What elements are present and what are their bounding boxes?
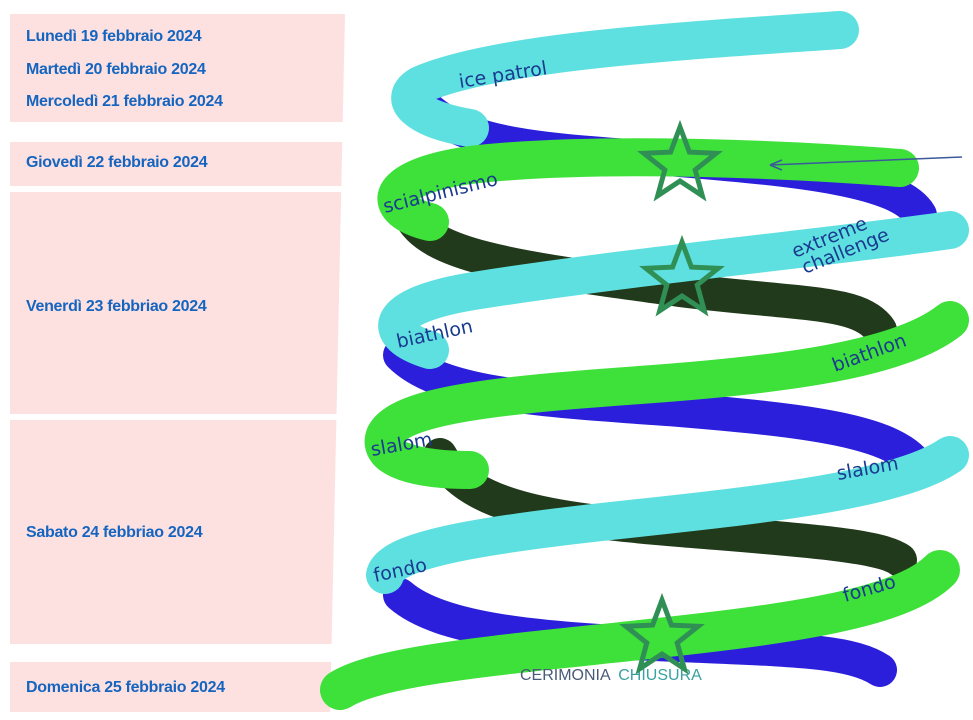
star-icon [639,234,725,317]
arrow-line [769,156,963,166]
arrow-head [769,159,783,171]
day-label-saturday: Sabato 24 febbriao 2024 [26,524,203,541]
day-label-friday: Venerdì 23 febbriao 2024 [26,298,207,315]
ribbon-cyan-ice-patrol [391,11,859,147]
ribbon-green-scialpinismo [377,138,919,241]
day-label-monday: Lunedì 19 febbraio 2024 [26,28,202,45]
ribbon-cyan-slalom [366,436,969,594]
ribbon-back-blue-2 [383,338,937,487]
day-label-sunday: Domenica 25 febbraio 2024 [26,679,225,696]
star-icon [637,119,723,202]
closing-word-chiusura: CHIUSURA [618,667,702,684]
day-label-tuesday: Martedì 20 febbraio 2024 [26,61,206,78]
closing-word-cerimonia: CERIMONIA [520,667,611,684]
day-label-wednesday: Mercoledì 21 febbraio 2024 [26,93,223,110]
closing-ceremony-label: CERIMONIA CHIUSURA [520,667,702,684]
day-label-thursday: Giovedì 22 febbraio 2024 [26,154,208,171]
ribbon-cyan-extreme [378,211,969,369]
ribbon-green-biathlon [364,301,969,489]
star-icon [619,592,705,675]
